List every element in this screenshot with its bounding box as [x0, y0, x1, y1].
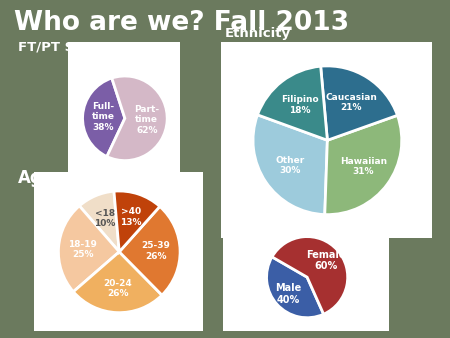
- Text: <18
10%: <18 10%: [94, 209, 116, 228]
- Wedge shape: [325, 115, 402, 215]
- Text: Gender: Gender: [225, 213, 288, 228]
- Text: Other
30%: Other 30%: [276, 155, 305, 175]
- Text: Male
40%: Male 40%: [275, 283, 302, 305]
- Text: FT/PT Status: FT/PT Status: [18, 41, 113, 53]
- Wedge shape: [73, 252, 162, 313]
- Text: Hawaiian
31%: Hawaiian 31%: [340, 157, 387, 176]
- Text: Ethnicity: Ethnicity: [225, 27, 291, 40]
- Text: >40
13%: >40 13%: [120, 208, 141, 227]
- Wedge shape: [107, 76, 167, 161]
- Wedge shape: [253, 115, 328, 215]
- Wedge shape: [266, 257, 324, 318]
- Text: 18-19
25%: 18-19 25%: [68, 240, 97, 259]
- Text: Caucasian
21%: Caucasian 21%: [325, 93, 378, 112]
- Wedge shape: [83, 78, 125, 156]
- Wedge shape: [321, 66, 397, 140]
- Text: 20-24
26%: 20-24 26%: [104, 279, 132, 298]
- Text: Full-
time
38%: Full- time 38%: [91, 102, 114, 132]
- Wedge shape: [114, 191, 160, 252]
- Wedge shape: [272, 237, 348, 314]
- Text: Age: Age: [18, 169, 54, 187]
- Text: 25-39
26%: 25-39 26%: [141, 241, 170, 261]
- Text: Filipino
18%: Filipino 18%: [281, 95, 319, 115]
- Text: Female
60%: Female 60%: [306, 249, 346, 271]
- Wedge shape: [79, 191, 119, 252]
- Wedge shape: [58, 206, 119, 292]
- Wedge shape: [257, 66, 328, 140]
- Text: Part-
time
62%: Part- time 62%: [134, 105, 159, 135]
- Wedge shape: [119, 207, 180, 295]
- Text: Who are we? Fall 2013: Who are we? Fall 2013: [14, 10, 349, 36]
